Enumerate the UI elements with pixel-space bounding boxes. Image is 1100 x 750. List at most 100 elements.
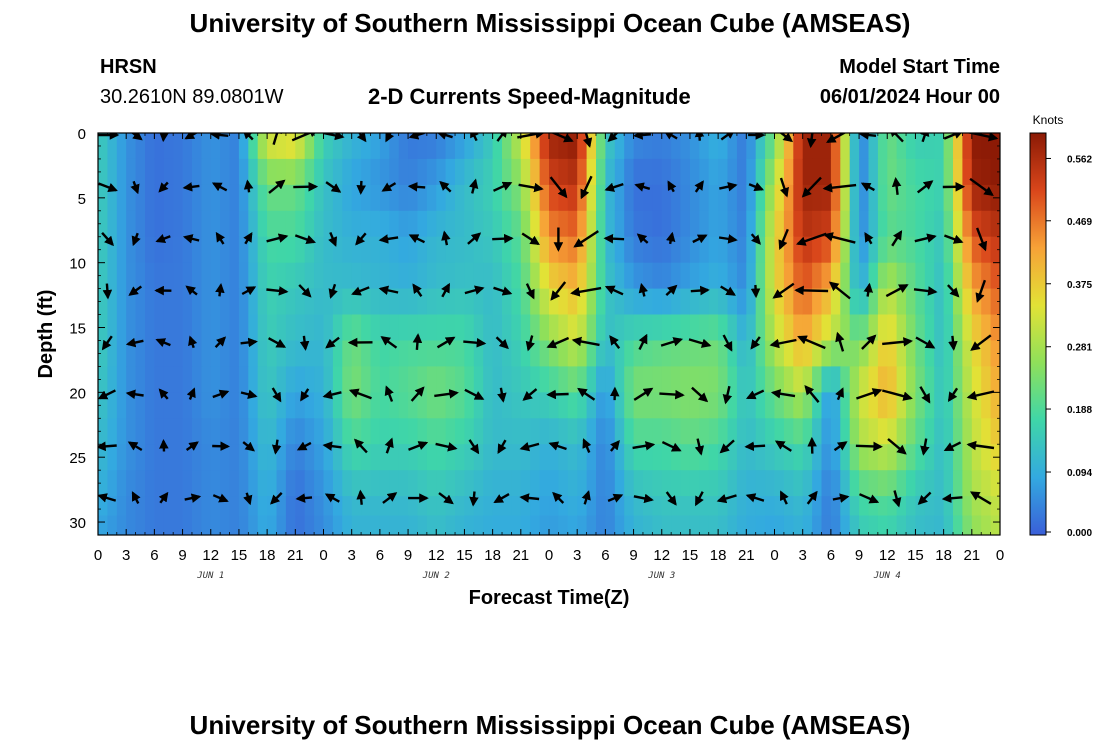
heatmap-cell [398, 210, 409, 238]
current-vector [690, 285, 710, 296]
heatmap-cell [502, 210, 513, 238]
heatmap-cell [727, 418, 738, 445]
heatmap-cell [408, 496, 419, 517]
heatmap-cell [981, 210, 992, 238]
heatmap-cell [182, 210, 193, 238]
heatmap-cell [135, 418, 146, 445]
heatmap-cell [605, 418, 616, 445]
heatmap-cell [248, 133, 259, 160]
heatmap-cell [107, 418, 118, 445]
heatmap-cell [624, 515, 635, 535]
current-vector [694, 491, 704, 507]
current-vector [966, 440, 995, 451]
heatmap-cell [473, 392, 484, 420]
heatmap-cell [812, 210, 823, 238]
heatmap-cell [276, 288, 287, 316]
heatmap-cell [746, 444, 757, 471]
y-tick-label: 30 [69, 515, 86, 532]
heatmap-cell [304, 496, 315, 517]
heatmap-cell [295, 470, 306, 497]
heatmap-cell [812, 418, 823, 445]
heatmap-cell [163, 496, 174, 517]
current-vector [493, 181, 513, 192]
heatmap-cell [285, 158, 297, 186]
heatmap-cell [257, 184, 268, 212]
heatmap-cell [830, 444, 842, 471]
heatmap-cell [257, 444, 268, 471]
heatmap-cell [812, 236, 823, 264]
heatmap-cell [953, 314, 964, 342]
heatmap-cell [915, 470, 926, 497]
heatmap-cell [145, 236, 156, 264]
heatmap-cell [267, 392, 278, 420]
heatmap-cell [774, 340, 785, 368]
heatmap-cell [379, 496, 391, 517]
x-tick-label: 6 [376, 547, 384, 564]
heatmap-cell [727, 314, 738, 342]
heatmap-cell [971, 470, 982, 497]
heatmap-cell [398, 444, 409, 471]
heatmap-cell [567, 340, 578, 368]
heatmap-cell [906, 314, 917, 342]
heatmap-cell [830, 418, 842, 445]
heatmap-cell [746, 210, 757, 238]
heatmap-cell [276, 366, 287, 394]
heatmap-cell [464, 470, 475, 497]
chart-subtitle: 2-D Currents Speed-Magnitude [368, 84, 691, 109]
heatmap-cell [680, 340, 691, 368]
heatmap-cell [934, 210, 945, 238]
heatmap-cell [915, 288, 926, 316]
heatmap-cell [746, 340, 757, 368]
heatmap-cell [464, 515, 475, 535]
heatmap-cell [229, 314, 240, 342]
heatmap-cell [238, 340, 250, 368]
heatmap-cell [605, 184, 616, 212]
heatmap-cell [379, 210, 391, 238]
heatmap-cell [229, 392, 240, 420]
heatmap-cell [323, 444, 334, 471]
heatmap-cell [154, 262, 165, 290]
current-vector [835, 387, 844, 401]
heatmap-cell [107, 366, 118, 394]
heatmap-cell [624, 184, 635, 212]
x-tick-label: 15 [682, 547, 699, 564]
heatmap-cell [267, 158, 278, 186]
heatmap-cell [896, 470, 907, 497]
current-vector [355, 232, 367, 246]
heatmap-cell [746, 133, 757, 160]
heatmap-cell [840, 366, 851, 394]
x-date-label: JUN 3 [647, 571, 675, 581]
heatmap-cell [502, 470, 513, 497]
heatmap-cell [304, 470, 315, 497]
current-vector [525, 335, 535, 352]
heatmap-cell [408, 236, 419, 264]
heatmap-cell [332, 288, 344, 316]
current-vector [101, 335, 113, 351]
heatmap-cell [689, 392, 701, 420]
heatmap-cell [671, 392, 682, 420]
heatmap-cell [549, 418, 560, 445]
current-vector [518, 182, 544, 193]
current-vector [328, 283, 338, 299]
heatmap-cell [314, 262, 325, 290]
heatmap-cell [530, 366, 541, 394]
heatmap-cell [943, 288, 954, 316]
heatmap-cell [473, 262, 484, 290]
heatmap-cell [943, 262, 954, 290]
heatmap-cell [107, 210, 118, 238]
heatmap-cell [783, 418, 795, 445]
current-vector [299, 335, 310, 351]
heatmap-cell [896, 418, 907, 445]
heatmap-cell [661, 262, 672, 290]
heatmap-cell [755, 340, 766, 368]
heatmap-cell [840, 210, 851, 238]
heatmap-cell [398, 314, 409, 342]
heatmap-cell [736, 392, 748, 420]
heatmap-cell [830, 210, 842, 238]
heatmap-cell [746, 496, 757, 517]
heatmap-cell [774, 133, 785, 160]
heatmap-cell [530, 210, 541, 238]
heatmap-cell [332, 515, 344, 535]
heatmap-cell [408, 366, 419, 394]
heatmap-cell [483, 262, 494, 290]
